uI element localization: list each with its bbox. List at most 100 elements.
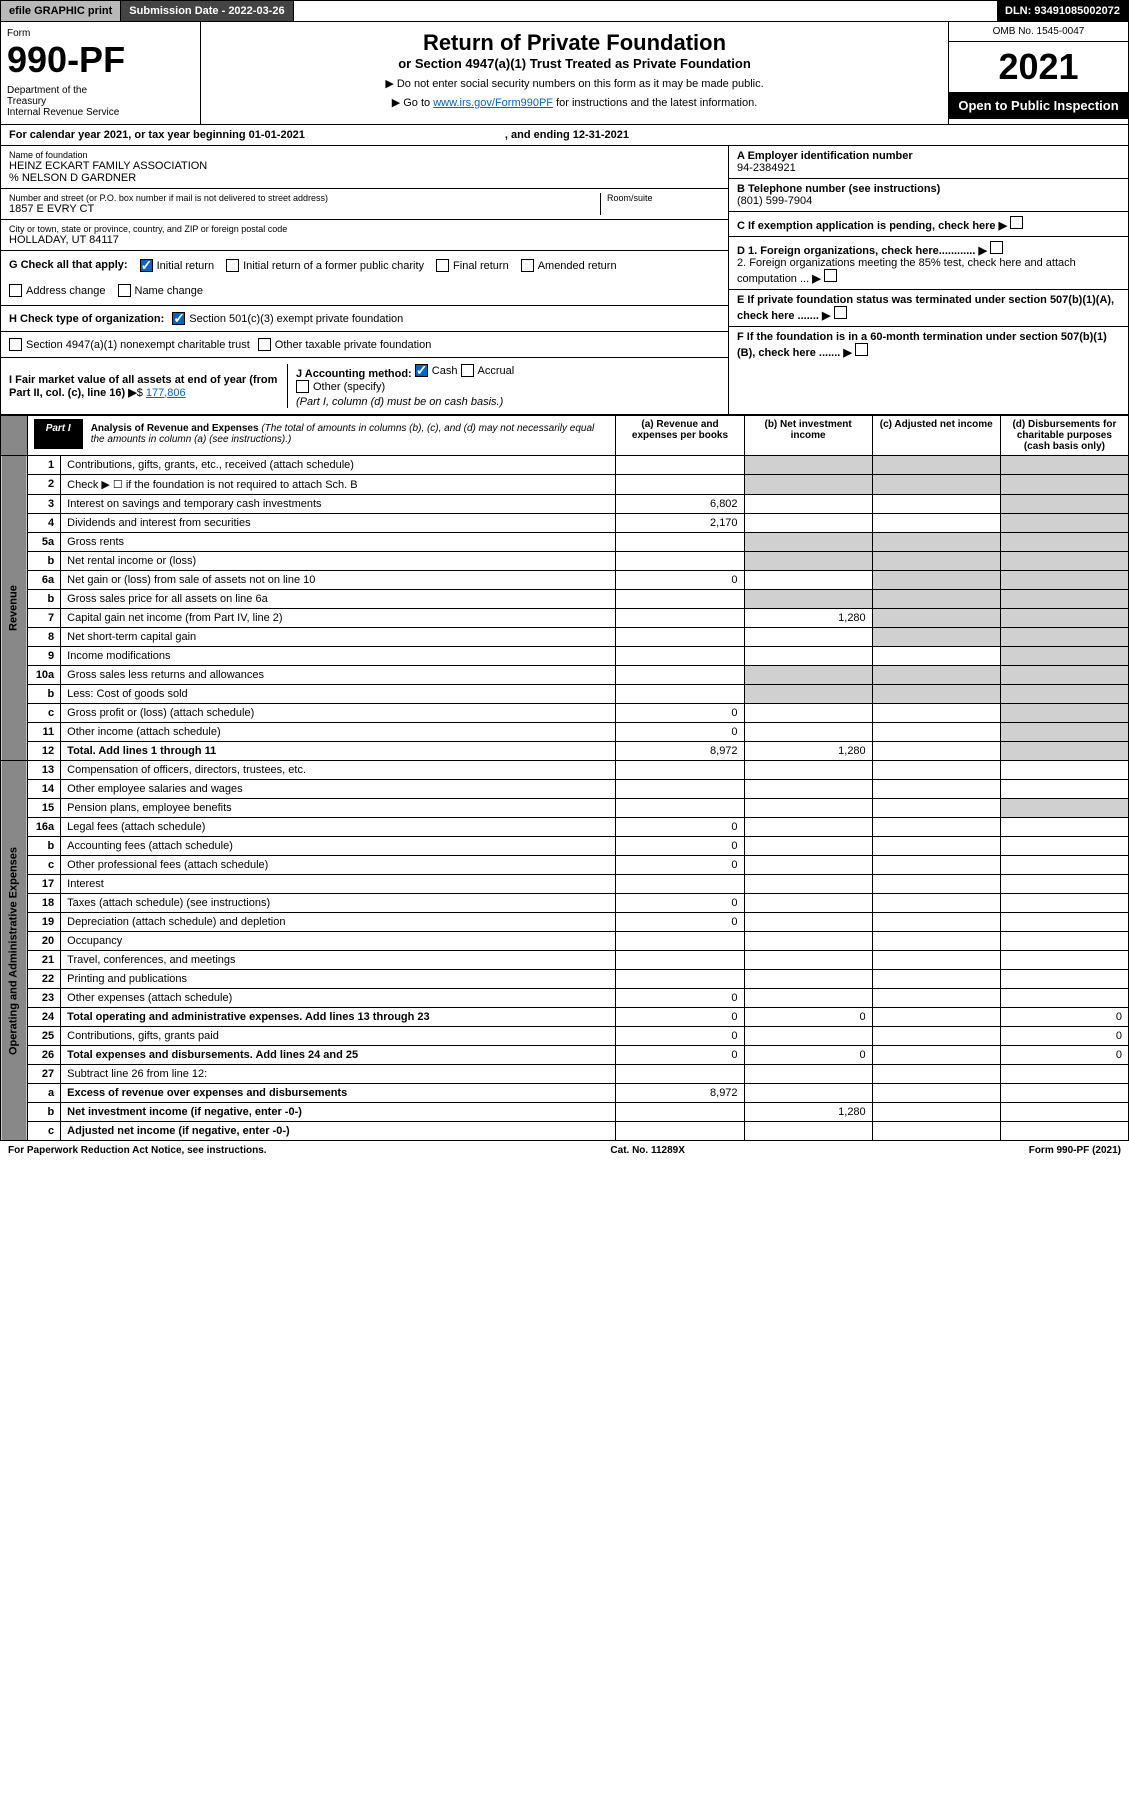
- table-row: bGross sales price for all assets on lin…: [1, 590, 1129, 609]
- checkbox-icon[interactable]: [1010, 216, 1023, 229]
- col-b-value: [744, 628, 872, 647]
- row-description: Occupancy: [61, 932, 616, 951]
- col-c-value: [872, 837, 1000, 856]
- fmv-value[interactable]: 177,806: [146, 387, 186, 399]
- col-d-value: [1000, 628, 1128, 647]
- row-description: Net short-term capital gain: [61, 628, 616, 647]
- row-description: Capital gain net income (from Part IV, l…: [61, 609, 616, 628]
- expenses-side-label: Operating and Administrative Expenses: [1, 761, 28, 1141]
- submission-date: Submission Date - 2022-03-26: [121, 1, 293, 21]
- check-501c3[interactable]: Section 501(c)(3) exempt private foundat…: [172, 312, 403, 325]
- table-row: cAdjusted net income (if negative, enter…: [1, 1122, 1129, 1141]
- col-a-value: [616, 647, 744, 666]
- col-b-value: 0: [744, 1046, 872, 1065]
- col-d-value: [1000, 742, 1128, 761]
- table-row: bNet investment income (if negative, ent…: [1, 1103, 1129, 1122]
- col-d-value: [1000, 514, 1128, 533]
- checkbox-icon: [118, 284, 131, 297]
- city-row: City or town, state or province, country…: [1, 220, 728, 251]
- col-d-value: [1000, 495, 1128, 514]
- row-description: Depreciation (attach schedule) and deple…: [61, 913, 616, 932]
- row-description: Other expenses (attach schedule): [61, 989, 616, 1008]
- col-a-value: [616, 932, 744, 951]
- col-d-value: [1000, 780, 1128, 799]
- col-c-value: [872, 514, 1000, 533]
- col-b-value: [744, 704, 872, 723]
- col-c-value: [872, 1046, 1000, 1065]
- check-other-method[interactable]: Other (specify): [296, 380, 385, 393]
- row-description: Travel, conferences, and meetings: [61, 951, 616, 970]
- col-a-value: 0: [616, 1046, 744, 1065]
- col-a-value: [616, 951, 744, 970]
- col-d-value: [1000, 723, 1128, 742]
- check-other-taxable[interactable]: Other taxable private foundation: [258, 338, 432, 351]
- row-description: Check ▶ ☐ if the foundation is not requi…: [61, 475, 616, 495]
- row-description: Accounting fees (attach schedule): [61, 837, 616, 856]
- row-description: Compensation of officers, directors, tru…: [61, 761, 616, 780]
- check-address-change[interactable]: Address change: [9, 284, 106, 297]
- col-c-value: [872, 799, 1000, 818]
- col-d-value: [1000, 552, 1128, 571]
- col-b-value: [744, 1084, 872, 1103]
- col-b-value: [744, 989, 872, 1008]
- row-description: Gross sales price for all assets on line…: [61, 590, 616, 609]
- row-number: 25: [27, 1027, 60, 1046]
- checkbox-icon[interactable]: [855, 343, 868, 356]
- check-final-return[interactable]: Final return: [436, 259, 509, 272]
- table-row: Revenue1Contributions, gifts, grants, et…: [1, 456, 1129, 475]
- row-number: 3: [27, 495, 60, 514]
- col-b-value: [744, 951, 872, 970]
- col-a-value: 8,972: [616, 742, 744, 761]
- table-row: cOther professional fees (attach schedul…: [1, 856, 1129, 875]
- col-c-value: [872, 495, 1000, 514]
- row-number: c: [27, 1122, 60, 1141]
- col-a-value: [616, 456, 744, 475]
- col-b-value: [744, 1122, 872, 1141]
- form-label: Form: [7, 28, 194, 39]
- table-row: 5aGross rents: [1, 533, 1129, 552]
- col-b-value: [744, 514, 872, 533]
- table-row: 6aNet gain or (loss) from sale of assets…: [1, 571, 1129, 590]
- checkbox-icon: [258, 338, 271, 351]
- catalog-number: Cat. No. 11289X: [610, 1145, 684, 1156]
- row-description: Other income (attach schedule): [61, 723, 616, 742]
- check-initial-return[interactable]: Initial return: [140, 259, 214, 272]
- checkbox-icon[interactable]: [824, 269, 837, 282]
- col-b-value: [744, 571, 872, 590]
- check-cash[interactable]: Cash: [415, 364, 458, 377]
- row-number: 11: [27, 723, 60, 742]
- check-name-change[interactable]: Name change: [118, 284, 204, 297]
- col-b-value: [744, 590, 872, 609]
- header-left: Form 990-PF Department of theTreasuryInt…: [1, 22, 201, 124]
- col-a-value: [616, 1122, 744, 1141]
- col-a-header: (a) Revenue and expenses per books: [616, 416, 744, 456]
- checkbox-icon[interactable]: [990, 241, 1003, 254]
- col-a-value: [616, 609, 744, 628]
- col-a-value: 0: [616, 704, 744, 723]
- table-row: 11Other income (attach schedule)0: [1, 723, 1129, 742]
- check-amended-return[interactable]: Amended return: [521, 259, 617, 272]
- checkbox-icon[interactable]: [834, 306, 847, 319]
- form-link[interactable]: www.irs.gov/Form990PF: [433, 97, 553, 109]
- col-b-value: [744, 970, 872, 989]
- col-a-value: [616, 628, 744, 647]
- col-a-value: [616, 666, 744, 685]
- row-number: 19: [27, 913, 60, 932]
- checkbox-icon: [436, 259, 449, 272]
- row-number: 17: [27, 875, 60, 894]
- check-4947[interactable]: Section 4947(a)(1) nonexempt charitable …: [9, 338, 250, 351]
- phone-value: (801) 599-7904: [737, 195, 812, 207]
- col-c-value: [872, 571, 1000, 590]
- checkbox-icon: [461, 364, 474, 377]
- check-initial-former[interactable]: Initial return of a former public charit…: [226, 259, 424, 272]
- table-row: 15Pension plans, employee benefits: [1, 799, 1129, 818]
- form-title: Return of Private Foundation: [209, 30, 940, 56]
- check-accrual[interactable]: Accrual: [461, 364, 515, 377]
- col-c-value: [872, 894, 1000, 913]
- col-a-value: 0: [616, 1008, 744, 1027]
- col-b-value: [744, 552, 872, 571]
- row-number: 24: [27, 1008, 60, 1027]
- col-b-value: [744, 932, 872, 951]
- table-row: 7Capital gain net income (from Part IV, …: [1, 609, 1129, 628]
- address-row: Number and street (or P.O. box number if…: [1, 189, 728, 220]
